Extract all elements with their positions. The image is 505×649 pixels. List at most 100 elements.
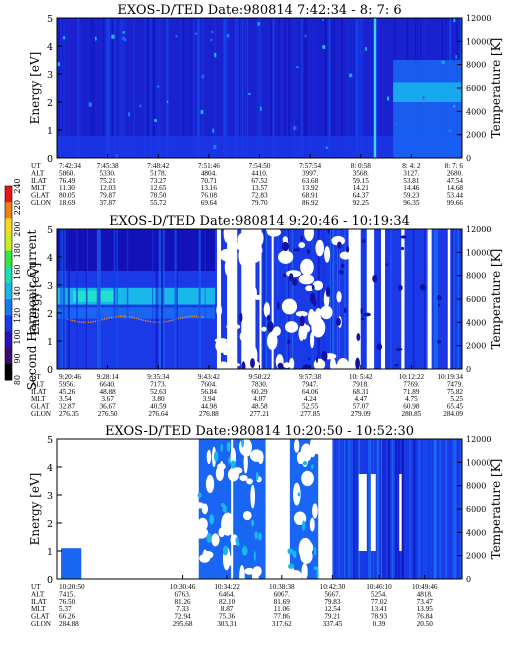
table-cell: 48.88 [100, 388, 117, 396]
colorbar-segment [5, 266, 12, 284]
chart-title: EXOS-D/TED Date:980814 7:42:34 - 8: 7: 6 [117, 3, 401, 18]
heatmap-speckle [213, 144, 217, 149]
heatmap-streak [382, 439, 385, 579]
table-cell: 72.94 [174, 613, 191, 621]
heatmap-streak [235, 18, 237, 158]
heatmap-streak [344, 439, 346, 579]
table-cell: 56.84 [201, 388, 218, 396]
heatmap-speckle [222, 504, 227, 513]
heatmap-speckle [289, 273, 294, 281]
heatmap-streak [150, 18, 152, 158]
y-axis-label: Energy [eV] [28, 473, 42, 546]
heatmap-speckle [95, 36, 97, 41]
colorbar-tick-label: 90 [13, 353, 22, 363]
table-cell: 7:54:50 [249, 162, 271, 170]
data-gap [273, 326, 281, 336]
y2-tick-label: 12000 [466, 435, 491, 444]
heatmap-speckle [139, 104, 142, 108]
table-cell: 5254. [371, 590, 387, 598]
data-gap [211, 533, 220, 547]
heatmap-streak [258, 18, 260, 158]
heatmap-streak [304, 18, 306, 158]
heatmap-speckle [283, 273, 287, 278]
heatmap-streak [332, 229, 335, 369]
heatmap-streak [190, 18, 192, 158]
y-tick-label: 5 [47, 435, 53, 446]
table-cell: 13.57 [251, 184, 268, 192]
heatmap-streak [390, 229, 392, 369]
data-gap [296, 451, 305, 465]
table-cell: 8.87 [221, 605, 234, 613]
table-cell: 284.09 [443, 410, 463, 418]
data-gap [401, 229, 405, 369]
heatmap-speckle [343, 307, 347, 314]
heatmap-speckle [453, 18, 456, 23]
data-gap [224, 258, 231, 276]
data-gap [370, 474, 376, 551]
heatmap-speckle [194, 32, 198, 35]
heatmap-trace [191, 315, 193, 318]
table-row-label: GLAT [31, 613, 50, 621]
heatmap-speckle [128, 112, 131, 117]
heatmap-streak [156, 18, 158, 158]
heatmap-streak [105, 18, 108, 158]
heatmap-streak [133, 18, 135, 158]
heatmap-streak [107, 18, 109, 158]
heatmap-streak [113, 229, 116, 369]
colorbar-tick-label: 120 [13, 308, 22, 323]
heatmap-trace [177, 318, 179, 320]
heatmap-streak [85, 229, 87, 369]
heatmap-streak [147, 18, 149, 158]
plot-area-2 [57, 229, 462, 369]
heatmap-speckle [175, 35, 178, 38]
colorbar-segment [5, 218, 12, 235]
heatmap-speckle [197, 492, 202, 498]
table-row-label: GLAT [31, 403, 50, 411]
colorbar-segment [5, 250, 12, 268]
data-gap [242, 510, 252, 521]
table-row-label: ILAT [31, 388, 47, 396]
table-cell: 4.75 [405, 395, 418, 403]
heatmap-band [57, 136, 462, 158]
table-cell: 3997. [302, 169, 318, 177]
heatmap-streak [329, 229, 331, 369]
heatmap-speckle [230, 460, 236, 469]
heatmap-speckle [363, 312, 371, 317]
heatmap-trace [73, 320, 76, 322]
data-gap [219, 248, 234, 262]
heatmap-trace [71, 319, 73, 322]
table-cell: 82.10 [219, 598, 236, 606]
heatmap-trace [119, 315, 122, 318]
data-gap [227, 468, 239, 482]
heatmap-streak [270, 18, 272, 158]
heatmap-band [57, 307, 215, 319]
data-gap [300, 549, 313, 564]
heatmap-speckle [220, 443, 224, 452]
table-cell: 12.65 [150, 184, 167, 192]
colorbar-tick-label: 200 [13, 221, 22, 236]
y-tick-label: 2 [47, 519, 53, 530]
data-gap [315, 307, 322, 317]
table-cell: 3.67 [101, 395, 114, 403]
table-cell: 7830. [251, 380, 267, 388]
table-cell: 7.33 [176, 605, 189, 613]
heatmap-streak [257, 18, 258, 158]
table-cell: 277.85 [300, 410, 320, 418]
table-cell: 14.21 [353, 184, 370, 192]
data-gap [218, 361, 229, 369]
heatmap-speckle [200, 110, 204, 114]
y2-tick-label: 4000 [466, 528, 486, 537]
heatmap-speckle [316, 356, 319, 363]
heatmap-streak [57, 18, 59, 158]
heatmap-speckle [419, 284, 427, 291]
heatmap-streak [171, 18, 173, 158]
heatmap-speckle [255, 471, 259, 481]
table-cell: 11.30 [59, 184, 75, 192]
table-cell: 40.59 [150, 403, 167, 411]
heatmap-streak [353, 439, 355, 579]
heatmap-streak [333, 18, 335, 158]
table-cell: 10:12:22 [399, 373, 425, 381]
table-cell: 76.50 [59, 598, 76, 606]
heatmap-trace [200, 316, 202, 318]
heatmap-speckle [293, 125, 297, 131]
